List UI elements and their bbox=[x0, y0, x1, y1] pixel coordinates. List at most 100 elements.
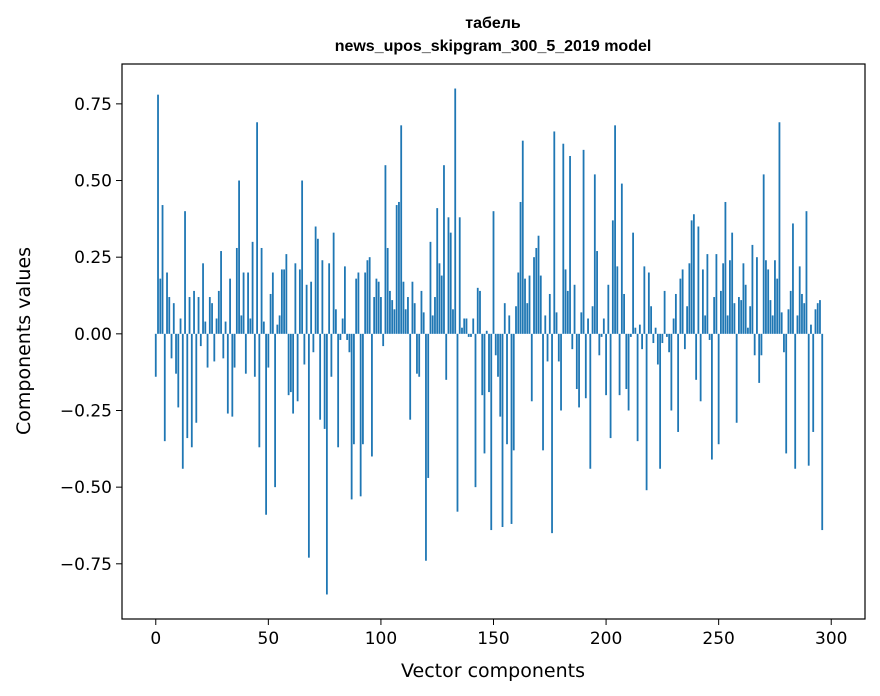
bar bbox=[762, 174, 765, 334]
x-axis-label: Vector components bbox=[401, 660, 585, 682]
bar bbox=[213, 333, 216, 362]
bar bbox=[796, 315, 799, 334]
bar bbox=[344, 266, 346, 334]
bar bbox=[663, 290, 666, 334]
bar bbox=[584, 333, 587, 399]
bar bbox=[271, 272, 274, 334]
bar bbox=[337, 333, 340, 448]
bar bbox=[371, 333, 373, 457]
bar bbox=[404, 309, 407, 334]
bar bbox=[224, 321, 227, 334]
bar bbox=[542, 333, 544, 451]
bar bbox=[298, 269, 301, 334]
bar bbox=[425, 333, 427, 561]
bar-series bbox=[154, 88, 824, 595]
bar bbox=[715, 254, 718, 334]
bar bbox=[184, 211, 186, 334]
bar bbox=[384, 165, 387, 334]
bar bbox=[699, 333, 702, 402]
bar bbox=[190, 333, 193, 448]
bar bbox=[242, 272, 245, 334]
bar bbox=[787, 309, 790, 334]
bar bbox=[240, 315, 243, 334]
bar bbox=[672, 318, 675, 334]
bar bbox=[582, 149, 585, 334]
bar bbox=[332, 232, 335, 334]
x-tick-label: 150 bbox=[477, 629, 509, 649]
bar bbox=[758, 333, 761, 383]
bar bbox=[738, 297, 740, 334]
bar bbox=[461, 327, 463, 334]
bar bbox=[652, 333, 655, 344]
bar bbox=[620, 183, 623, 334]
bar bbox=[679, 278, 682, 334]
bar bbox=[530, 333, 533, 402]
bar bbox=[661, 333, 664, 344]
y-tick-label: 0.75 bbox=[74, 95, 112, 115]
bar bbox=[589, 333, 592, 469]
bar bbox=[535, 247, 538, 334]
bar bbox=[501, 333, 504, 528]
bar bbox=[389, 290, 391, 334]
bar bbox=[488, 333, 490, 393]
bar bbox=[551, 333, 553, 534]
bar bbox=[348, 333, 351, 353]
bar bbox=[555, 312, 558, 334]
bar bbox=[510, 333, 513, 524]
bar bbox=[431, 315, 434, 334]
bar bbox=[373, 297, 376, 334]
bar bbox=[380, 297, 382, 334]
bar bbox=[729, 260, 731, 334]
bar bbox=[445, 333, 448, 380]
bar bbox=[812, 333, 815, 432]
bar bbox=[643, 266, 646, 334]
y-tick-label: 0.25 bbox=[74, 248, 112, 268]
chart-title: табель bbox=[465, 15, 521, 32]
y-tick-label: 0.00 bbox=[74, 325, 112, 345]
bar bbox=[688, 263, 691, 334]
bar bbox=[386, 247, 389, 334]
bar bbox=[341, 318, 344, 334]
bar bbox=[467, 333, 470, 337]
bar bbox=[647, 272, 650, 334]
bar bbox=[316, 238, 319, 334]
bar bbox=[816, 303, 819, 334]
bar bbox=[188, 297, 191, 334]
bar bbox=[641, 333, 643, 350]
bar bbox=[744, 284, 747, 334]
bar bbox=[497, 333, 499, 377]
bar bbox=[289, 333, 292, 393]
bar bbox=[258, 333, 261, 448]
bar bbox=[704, 315, 707, 334]
bar bbox=[395, 205, 398, 334]
bar bbox=[634, 327, 637, 334]
bar bbox=[436, 208, 439, 334]
bar bbox=[575, 333, 578, 390]
bar bbox=[645, 333, 648, 491]
bar bbox=[659, 333, 662, 469]
x-tick-label: 200 bbox=[590, 629, 622, 649]
bar bbox=[481, 333, 484, 396]
y-axis-ticks: 0.75 0.50 0.25 0.00 −0.25 −0.50 −0.75 bbox=[60, 95, 122, 575]
bar bbox=[578, 333, 580, 408]
bar bbox=[202, 263, 204, 334]
bar bbox=[411, 281, 414, 334]
bar bbox=[312, 333, 315, 353]
bar bbox=[440, 275, 443, 334]
bar bbox=[474, 333, 477, 488]
bar bbox=[553, 131, 556, 334]
bar bbox=[186, 333, 189, 439]
bar bbox=[571, 333, 574, 350]
bar bbox=[452, 309, 454, 334]
bar bbox=[771, 315, 774, 334]
bar bbox=[539, 275, 542, 334]
bar bbox=[807, 333, 810, 466]
bar bbox=[560, 333, 562, 411]
bar bbox=[751, 244, 754, 334]
bar bbox=[226, 333, 229, 414]
bar bbox=[638, 324, 641, 334]
bar bbox=[181, 333, 184, 469]
bar bbox=[197, 297, 200, 334]
bar bbox=[413, 303, 416, 334]
bar bbox=[391, 300, 394, 334]
